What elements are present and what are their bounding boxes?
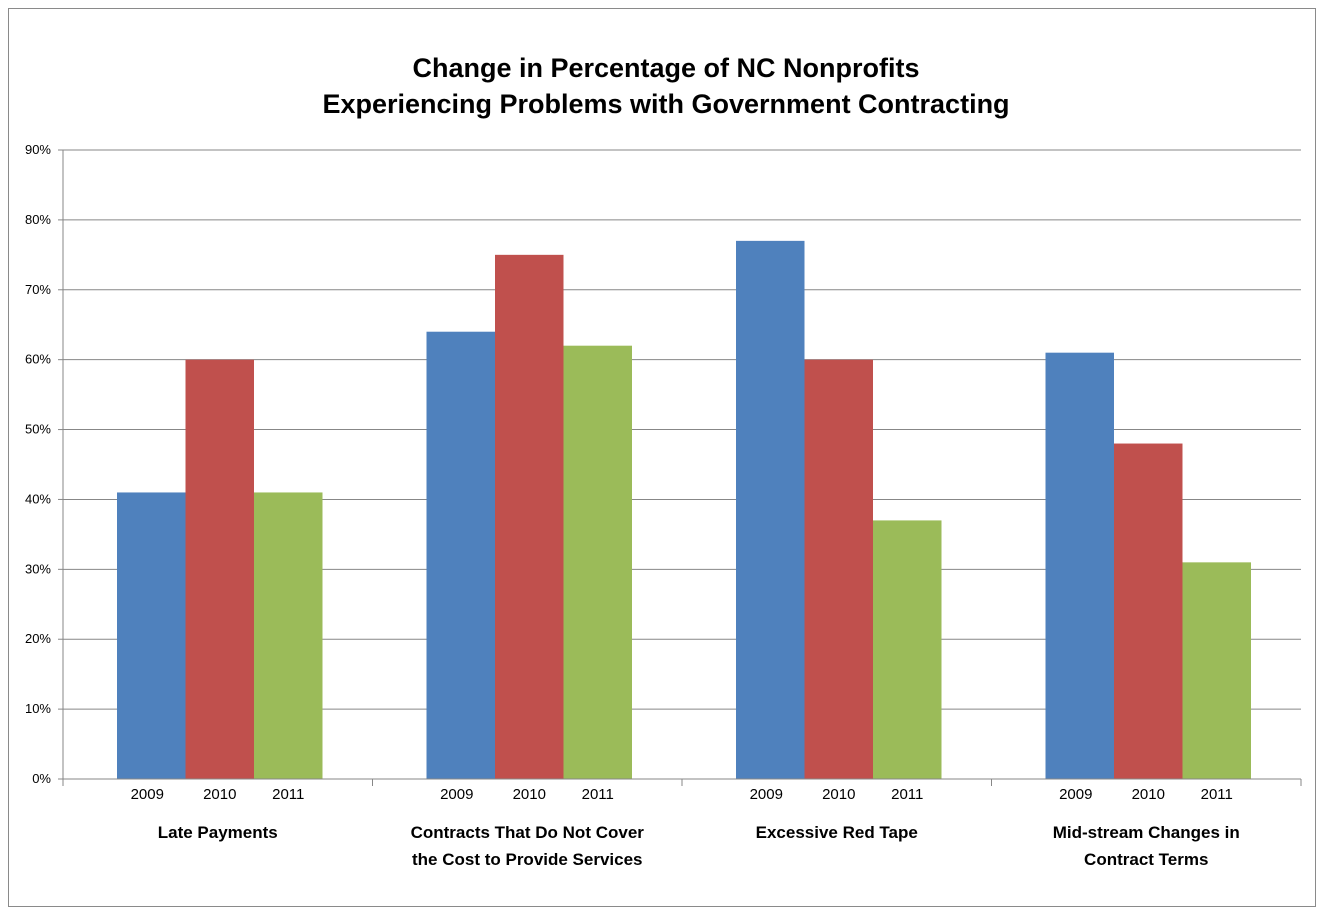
bar-2011-cat3 [1182,562,1251,779]
bar-2010-cat2 [804,359,873,779]
bar-2011-cat0 [254,492,323,779]
bar-2010-cat3 [1114,443,1183,779]
y-tick-label: 40% [25,491,51,506]
chart-title: Change in Percentage of NC Nonprofits Exp… [322,53,1009,119]
series-label-2011: 2011 [1201,786,1233,803]
bar-2010-cat1 [495,254,564,780]
title-line-0: Change in Percentage of NC Nonprofits [412,53,919,83]
axes [62,150,1302,786]
bar-2009-cat1 [426,331,495,779]
series-label-2010: 2010 [513,786,546,803]
category-label: Late Payments [158,823,278,842]
x-labels: 2009 2010 2011 Late Payments 2009 2010 2011 Con… [131,786,1240,869]
series-label-2009: 2009 [440,786,473,803]
y-tick-label: 20% [25,631,51,646]
category-label: Contract Terms [1084,850,1208,869]
y-tick-label: 30% [25,561,51,576]
bar-2010-cat0 [185,359,254,779]
category-label: Contracts That Do Not Cover [411,823,645,842]
category-label: Mid-stream Changes in [1053,823,1240,842]
bar-2011-cat1 [563,345,632,779]
series-label-2009: 2009 [1059,786,1092,803]
category-label: Excessive Red Tape [756,823,918,842]
bars [117,240,1251,780]
y-tick-label: 60% [25,352,51,367]
series-label-2011: 2011 [582,786,614,803]
series-label-2011: 2011 [272,786,304,803]
bar-2011-cat2 [873,520,942,779]
series-label-2010: 2010 [1132,786,1165,803]
series-label-2010: 2010 [203,786,236,803]
y-tick-label: 10% [25,701,51,716]
bar-2009-cat2 [736,240,805,779]
y-tick-labels: 0% 10% 20% 30% 40% 50% 60% 70% 80% 90% [25,142,51,786]
y-tick-label: 90% [25,142,51,157]
bar-2009-cat0 [117,492,186,779]
series-label-2009: 2009 [750,786,783,803]
bar-2009-cat3 [1045,352,1114,779]
series-label-2011: 2011 [891,786,923,803]
y-tick-label: 80% [25,212,51,227]
y-tick-label: 70% [25,282,51,297]
y-tick-label: 0% [32,771,51,786]
title-line-1: Experiencing Problems with Government Co… [322,89,1009,119]
category-label: the Cost to Provide Services [412,850,643,869]
series-label-2010: 2010 [822,786,855,803]
series-label-2009: 2009 [131,786,164,803]
y-tick-label: 50% [25,422,51,437]
